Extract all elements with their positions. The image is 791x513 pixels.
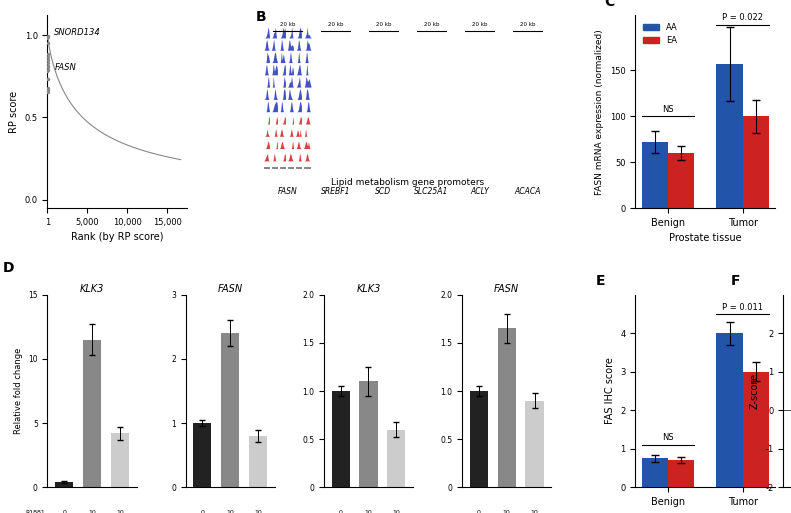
Text: B: B (255, 10, 267, 24)
X-axis label: Rank (by RP score): Rank (by RP score) (71, 232, 164, 242)
Y-axis label: Relative fold change: Relative fold change (13, 348, 23, 434)
Text: C: C (604, 0, 615, 9)
Bar (525, 401, 543, 487)
Bar (642, 459, 668, 487)
Bar (55, 482, 74, 487)
Text: 20 kb: 20 kb (520, 23, 535, 27)
Text: 0: 0 (200, 510, 204, 513)
Point (41, 56, 54, 65)
Text: 10: 10 (503, 510, 510, 513)
Point (41, 75, 54, 83)
Text: FASN: FASN (47, 63, 77, 72)
Point (41, 75, 54, 84)
Text: 10: 10 (226, 510, 234, 513)
Text: NS: NS (662, 105, 674, 113)
Text: E: E (596, 274, 606, 288)
Bar (193, 423, 211, 487)
Text: D: D (3, 261, 14, 274)
Text: ACACA: ACACA (514, 187, 540, 196)
Y-axis label: RP score: RP score (9, 91, 19, 133)
Bar (498, 328, 516, 487)
Text: 20 kb: 20 kb (424, 23, 439, 27)
Point (41, 39, 54, 47)
Point (41, 84, 54, 92)
Point (41, 58, 54, 67)
Point (41, 75, 54, 84)
X-axis label: Prostate tissue: Prostate tissue (669, 233, 741, 243)
Text: SREBF1: SREBF1 (320, 187, 350, 196)
Text: 0: 0 (477, 510, 481, 513)
Text: Lipid metabolism gene promoters: Lipid metabolism gene promoters (331, 179, 484, 187)
Bar (249, 436, 267, 487)
Y-axis label: Z-score: Z-score (750, 373, 759, 409)
Bar (359, 381, 377, 487)
Point (41, 67, 54, 75)
Text: P = 0.022: P = 0.022 (722, 13, 763, 22)
Bar (388, 429, 406, 487)
Text: P = 0.011: P = 0.011 (722, 303, 763, 312)
Text: 10: 10 (88, 510, 96, 513)
Text: 20 kb: 20 kb (280, 23, 295, 27)
Bar (668, 153, 694, 208)
Point (41, 62, 54, 70)
Title: FASN: FASN (218, 284, 243, 294)
Bar (221, 333, 240, 487)
Text: NS: NS (662, 433, 674, 442)
Bar (642, 142, 668, 208)
Point (41, 86, 54, 94)
Y-axis label: FAS IHC score: FAS IHC score (604, 358, 615, 424)
Text: 10: 10 (392, 510, 400, 513)
Text: ACLY: ACLY (470, 187, 489, 196)
Text: F: F (731, 274, 740, 288)
Text: 20 kb: 20 kb (327, 23, 343, 27)
Text: 10: 10 (531, 510, 539, 513)
Point (41, 32, 54, 40)
Text: 10: 10 (365, 510, 373, 513)
Text: SLC25A1: SLC25A1 (414, 187, 448, 196)
Bar (470, 391, 488, 487)
Title: KLK3: KLK3 (356, 284, 380, 294)
Bar (83, 340, 101, 487)
Y-axis label: FASN mRNA expression (normalized): FASN mRNA expression (normalized) (595, 29, 604, 194)
Bar (331, 391, 350, 487)
Bar (717, 64, 743, 208)
Point (41, 34, 54, 43)
Point (41, 67, 54, 75)
Legend: AA, EA: AA, EA (639, 19, 681, 48)
Point (41, 88, 54, 96)
Text: 10: 10 (254, 510, 262, 513)
Text: 0: 0 (62, 510, 66, 513)
Text: 20 kb: 20 kb (376, 23, 391, 27)
Text: 10: 10 (116, 510, 123, 513)
Bar (743, 116, 769, 208)
Point (41, 66, 54, 74)
Text: SNORD134: SNORD134 (47, 28, 100, 37)
Text: 20 kb: 20 kb (471, 23, 487, 27)
Bar (717, 333, 743, 487)
Point (41, 32, 54, 41)
Title: FASN: FASN (494, 284, 519, 294)
Text: FASN: FASN (278, 187, 297, 196)
Text: A: A (22, 0, 33, 3)
Point (41, 49, 54, 57)
Point (41, 63, 54, 71)
Point (41, 88, 54, 96)
Bar (743, 372, 769, 487)
Title: KLK3: KLK3 (80, 284, 104, 294)
Point (41, 53, 54, 61)
Bar (668, 460, 694, 487)
Text: R1881
(nmol/L): R1881 (nmol/L) (18, 510, 44, 513)
Text: SCD: SCD (375, 187, 392, 196)
Text: 0: 0 (339, 510, 343, 513)
Bar (111, 433, 129, 487)
